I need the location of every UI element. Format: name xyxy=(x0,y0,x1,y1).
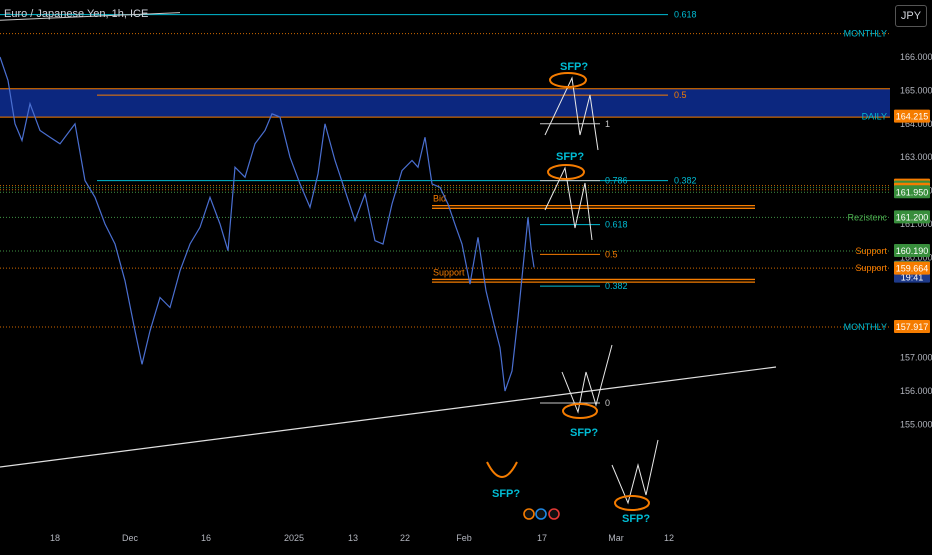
fib-label: 0 xyxy=(605,398,610,408)
sfp-label: SFP? xyxy=(556,151,584,163)
x-tick-label: 2025 xyxy=(284,533,304,543)
x-tick-label: 16 xyxy=(201,533,211,543)
y-tick-label: 164.000 xyxy=(900,119,932,129)
price-tag-label: 164.215 xyxy=(896,112,929,122)
price-tag-bg xyxy=(894,319,930,333)
fib-label: 0.618 xyxy=(674,10,697,20)
y-tick-label: 165.000 xyxy=(900,85,932,95)
sfp-label: SFP? xyxy=(622,513,650,525)
level-label: MONTHLY xyxy=(844,29,887,39)
event-flag-icon[interactable] xyxy=(535,508,547,520)
sfp-label: SFP? xyxy=(570,427,598,439)
price-tag-label: 159.664 xyxy=(896,264,929,274)
trendline xyxy=(0,366,777,468)
fib-label: 0.786 xyxy=(605,176,628,186)
y-tick-label: 156.000 xyxy=(900,386,932,396)
price-tag-bg xyxy=(894,109,930,123)
y-tick-label: 157.000 xyxy=(900,353,932,363)
sfp-ellipse xyxy=(549,72,587,88)
sfp-zigzag xyxy=(544,166,593,241)
x-tick-label: 13 xyxy=(348,533,358,543)
sfp-zigzag xyxy=(561,344,613,414)
x-tick-label: 22 xyxy=(400,533,410,543)
sfp-zigzag xyxy=(611,439,659,505)
sfp-ellipse xyxy=(614,495,650,511)
x-tick-label: Feb xyxy=(456,533,472,543)
level-label: MONTHLY xyxy=(844,322,887,332)
fib-label: 1 xyxy=(605,119,610,129)
price-tag-label: 157.917 xyxy=(896,322,929,332)
price-tag-bg xyxy=(894,210,930,224)
support-label: Support xyxy=(433,267,465,277)
fib-label: 0.618 xyxy=(605,220,628,230)
price-tag-label: 161.200 xyxy=(896,212,929,222)
level-label: Rezistenc xyxy=(847,212,887,222)
x-tick-label: 18 xyxy=(50,533,60,543)
fib-label: 0.5 xyxy=(674,90,687,100)
x-tick-label: 17 xyxy=(537,533,547,543)
price-series-line xyxy=(0,56,535,392)
y-tick-label: 161.000 xyxy=(900,219,932,229)
y-tick-label: 163.000 xyxy=(900,152,932,162)
price-tag-bg xyxy=(894,261,930,275)
sfp-ellipse xyxy=(547,164,585,180)
sfp-label: SFP? xyxy=(492,488,520,500)
fib-anchor-line xyxy=(0,12,181,21)
level-label: DAILY xyxy=(862,112,887,122)
level-label: Support xyxy=(855,263,887,273)
price-tag-label: 160.190 xyxy=(896,246,929,256)
fib-label: 0.5 xyxy=(605,249,618,259)
currency-button[interactable]: JPY xyxy=(895,5,927,27)
fib-label: 0.382 xyxy=(674,176,697,186)
price-tag-bg xyxy=(894,244,930,258)
price-tag-countdown: 19:41 xyxy=(901,273,924,283)
y-tick-label: 160.000 xyxy=(900,252,932,262)
price-tag-bg xyxy=(894,185,930,199)
symbol-title: Euro / Japanese Yen, 1h, ICE xyxy=(4,8,149,20)
x-tick-label: Dec xyxy=(122,533,139,543)
x-tick-label: 12 xyxy=(664,533,674,543)
price-tag-label: 161.950 xyxy=(896,187,929,197)
y-tick-label: 166.000 xyxy=(900,52,932,62)
x-tick-label: Mar xyxy=(608,533,624,543)
sfp-label: SFP? xyxy=(560,61,588,73)
event-flag-icon[interactable] xyxy=(548,508,560,520)
bid-label: Bid xyxy=(433,194,446,204)
sfp-ellipse xyxy=(486,461,518,478)
sfp-ellipse xyxy=(562,403,598,419)
fib-label: 0.382 xyxy=(605,281,628,291)
lightning-icon[interactable] xyxy=(523,508,535,520)
level-label: Support xyxy=(855,246,887,256)
sfp-zigzag xyxy=(544,76,599,151)
y-tick-label: 155.000 xyxy=(900,419,932,429)
supply-zone xyxy=(0,88,890,118)
